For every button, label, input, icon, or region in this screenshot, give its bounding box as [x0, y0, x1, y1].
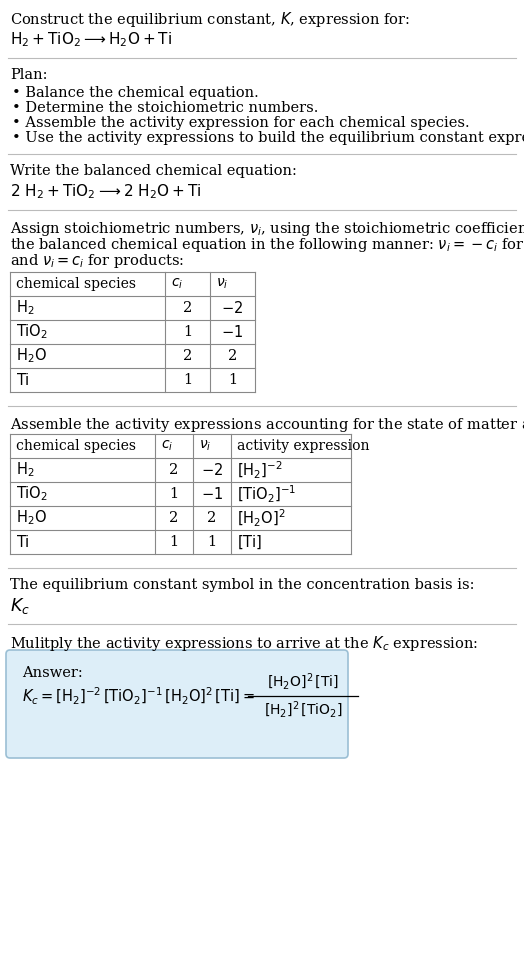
- Text: Construct the equilibrium constant, $K$, expression for:: Construct the equilibrium constant, $K$,…: [10, 10, 410, 29]
- Text: $[\mathrm{TiO_2}]^{-1}$: $[\mathrm{TiO_2}]^{-1}$: [237, 483, 296, 504]
- Text: $K_c$: $K_c$: [10, 596, 30, 616]
- Text: $[\mathrm{H_2O}]^{2}\,[\mathrm{Ti}]$: $[\mathrm{H_2O}]^{2}\,[\mathrm{Ti}]$: [267, 672, 339, 692]
- Text: Answer:: Answer:: [22, 666, 83, 680]
- Text: 2: 2: [183, 301, 192, 315]
- Text: The equilibrium constant symbol in the concentration basis is:: The equilibrium constant symbol in the c…: [10, 578, 475, 592]
- Text: 1: 1: [169, 535, 179, 549]
- Text: Write the balanced chemical equation:: Write the balanced chemical equation:: [10, 164, 297, 178]
- Text: $K_c = [\mathrm{H_2}]^{-2}\,[\mathrm{TiO_2}]^{-1}\,[\mathrm{H_2O}]^{2}\,[\mathrm: $K_c = [\mathrm{H_2}]^{-2}\,[\mathrm{TiO…: [22, 686, 255, 707]
- Text: Assemble the activity expressions accounting for the state of matter and $\nu_i$: Assemble the activity expressions accoun…: [10, 416, 524, 434]
- Text: • Determine the stoichiometric numbers.: • Determine the stoichiometric numbers.: [12, 101, 319, 115]
- Text: $\mathrm{Ti}$: $\mathrm{Ti}$: [16, 372, 30, 388]
- Text: $\nu_i$: $\nu_i$: [199, 439, 211, 454]
- Text: $-1$: $-1$: [222, 324, 244, 340]
- Text: the balanced chemical equation in the following manner: $\nu_i = -c_i$ for react: the balanced chemical equation in the fo…: [10, 236, 524, 254]
- Text: 1: 1: [183, 373, 192, 387]
- Text: $\mathrm{TiO_2}$: $\mathrm{TiO_2}$: [16, 484, 48, 503]
- Text: Assign stoichiometric numbers, $\nu_i$, using the stoichiometric coefficients, $: Assign stoichiometric numbers, $\nu_i$, …: [10, 220, 524, 238]
- Text: $[\mathrm{H_2}]^{-2}$: $[\mathrm{H_2}]^{-2}$: [237, 459, 282, 480]
- Text: $\mathrm{H_2 + TiO_2 \longrightarrow H_2O + Ti}$: $\mathrm{H_2 + TiO_2 \longrightarrow H_2…: [10, 30, 172, 49]
- Text: $-2$: $-2$: [201, 462, 223, 478]
- Text: $\nu_i$: $\nu_i$: [216, 277, 228, 292]
- Text: $-2$: $-2$: [222, 300, 244, 316]
- Text: 1: 1: [208, 535, 216, 549]
- Text: • Assemble the activity expression for each chemical species.: • Assemble the activity expression for e…: [12, 116, 470, 130]
- Text: $-1$: $-1$: [201, 486, 223, 502]
- Text: $\mathrm{H_2O}$: $\mathrm{H_2O}$: [16, 508, 47, 527]
- Text: 2: 2: [169, 463, 179, 477]
- Text: 2: 2: [208, 511, 216, 525]
- Text: $c_i$: $c_i$: [161, 439, 173, 454]
- Text: $c_i$: $c_i$: [171, 277, 183, 292]
- Text: chemical species: chemical species: [16, 277, 136, 291]
- Text: • Use the activity expressions to build the equilibrium constant expression.: • Use the activity expressions to build …: [12, 131, 524, 145]
- Text: • Balance the chemical equation.: • Balance the chemical equation.: [12, 86, 259, 100]
- Text: $\mathrm{Ti}$: $\mathrm{Ti}$: [16, 534, 30, 550]
- Text: $[\mathrm{Ti}]$: $[\mathrm{Ti}]$: [237, 533, 262, 550]
- Text: $\mathrm{2\ H_2 + TiO_2 \longrightarrow 2\ H_2O + Ti}$: $\mathrm{2\ H_2 + TiO_2 \longrightarrow …: [10, 182, 201, 200]
- Text: $\mathrm{TiO_2}$: $\mathrm{TiO_2}$: [16, 322, 48, 341]
- Text: 1: 1: [169, 487, 179, 501]
- Text: Plan:: Plan:: [10, 68, 48, 82]
- Text: and $\nu_i = c_i$ for products:: and $\nu_i = c_i$ for products:: [10, 252, 184, 270]
- Text: chemical species: chemical species: [16, 439, 136, 453]
- Text: 2: 2: [183, 349, 192, 363]
- FancyBboxPatch shape: [6, 650, 348, 758]
- Text: 2: 2: [169, 511, 179, 525]
- Text: $\mathrm{H_2}$: $\mathrm{H_2}$: [16, 460, 35, 480]
- Text: 1: 1: [228, 373, 237, 387]
- Text: 1: 1: [183, 325, 192, 339]
- Text: $\mathrm{H_2O}$: $\mathrm{H_2O}$: [16, 346, 47, 365]
- Text: Mulitply the activity expressions to arrive at the $K_c$ expression:: Mulitply the activity expressions to arr…: [10, 634, 478, 653]
- Text: $[\mathrm{H_2O}]^{2}$: $[\mathrm{H_2O}]^{2}$: [237, 507, 286, 528]
- Text: 2: 2: [228, 349, 237, 363]
- Text: activity expression: activity expression: [237, 439, 369, 453]
- Text: $\mathrm{H_2}$: $\mathrm{H_2}$: [16, 298, 35, 317]
- Text: $[\mathrm{H_2}]^{2}\,[\mathrm{TiO_2}]$: $[\mathrm{H_2}]^{2}\,[\mathrm{TiO_2}]$: [264, 700, 342, 720]
